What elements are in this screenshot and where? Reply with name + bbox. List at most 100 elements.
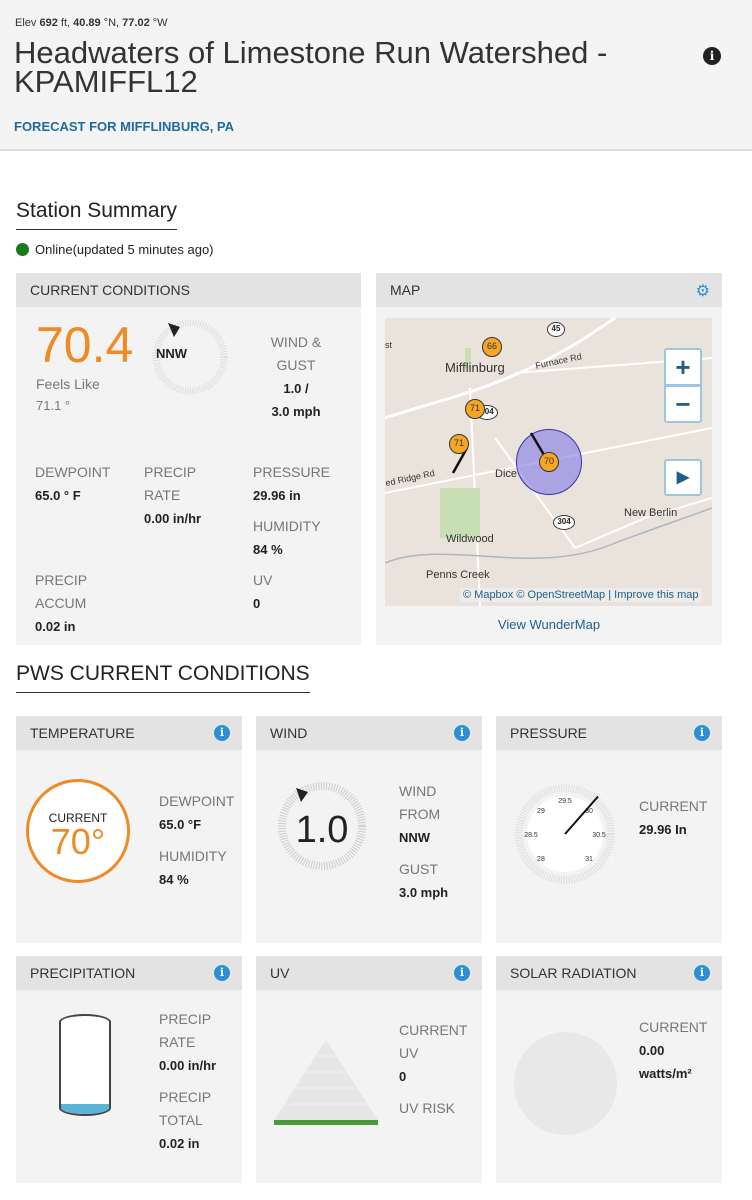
dewpoint-value: 65.0 °F [159,817,202,832]
pressure-tick-label: 29 [537,808,545,815]
wind-from-label: WIND [399,783,437,799]
play-button[interactable]: ▶ [664,459,702,496]
info-icon[interactable]: i [454,965,470,981]
current-label: CURRENT [639,798,708,814]
uv-current-label: CURRENT [399,1022,468,1038]
status-text: Online(updated 5 minutes ago) [35,242,214,257]
wind-gust-block: WIND & GUST 1.0 / 3.0 mph [256,331,336,423]
wind-direction: NNW [156,346,188,361]
feels-like-label: Feels Like [36,376,100,392]
map-label-new-berlin: New Berlin [624,507,678,519]
card-header: WIND [256,716,482,750]
temperature-card: TEMPERATURE i CURRENT 70° DEWPOINT 65.0 °F… [16,716,242,943]
station-pin[interactable]: 66 [482,337,502,357]
info-icon[interactable]: i [694,965,710,981]
pressure-needle [564,795,599,835]
wind-from-label-2: FROM [399,806,441,822]
zoom-in-button[interactable]: + [664,348,702,386]
map-attribution[interactable]: © Mapbox © OpenStreetMap | Improve this … [460,588,702,602]
station-pin[interactable]: 71 [465,399,485,419]
map-label-dice: Dice [495,468,518,480]
uv-value: 0 [253,596,261,611]
pressure-card: PRESSURE i 28 28.5 29 29.5 30 30.5 31 CURRENT 29… [496,716,722,943]
pressure-label: PRESSURE [253,464,331,480]
info-icon[interactable]: i [703,47,721,65]
pressure-tick-label: 30.5 [592,832,606,839]
current-label: CURRENT [48,811,108,825]
wind-speed: 1.0 [295,809,349,851]
pressure-tick-label: 30 [585,808,593,815]
map-panel: MAP ⚙ Mifflinburg Furnace Rd ed Ridge Rd… [376,273,722,645]
current-temp: 70.4 [36,317,134,373]
pressure-tick-label: 31 [585,856,593,863]
route-shield: 304 [553,515,575,530]
solar-unit: watts/m² [639,1066,692,1081]
wind-value: 1.0 / [283,381,309,396]
gust-label: GUST [276,357,316,373]
pressure-block: PRESSURE 29.96 in HUMIDITY 84 % [253,461,330,561]
info-icon[interactable]: i [454,725,470,741]
map-view[interactable]: Mifflinburg Furnace Rd ed Ridge Rd Dice … [385,318,712,606]
zoom-out-button[interactable]: − [664,385,702,423]
uv-pyramid-icon [274,1040,378,1125]
gear-icon[interactable]: ⚙ [695,283,710,300]
pws-heading: PWS CURRENT CONDITIONS [16,662,310,693]
humidity-value: 84 % [253,542,283,557]
card-header: PRESSURE [496,716,722,750]
precip-total-value: 0.02 in [159,1136,200,1151]
info-icon[interactable]: i [694,725,710,741]
pressure-value: 29.96 in [253,488,301,503]
precip-accum-label: PRECIP [35,572,88,588]
temperature-gauge: CURRENT 70° [26,779,130,883]
wind-compass-icon [152,319,228,395]
solar-current-label: CURRENT [639,1019,708,1035]
gust-value: 3.0 mph [271,404,321,419]
solar-radiation-card: SOLAR RADIATION i CURRENT 0.00 watts/m² [496,956,722,1183]
uv-risk-label: UV RISK [399,1100,456,1116]
uv-card: UV i CURRENT UV 0 UV RISK [256,956,482,1183]
dewpoint-label: DEWPOINT [159,793,235,809]
precip-rate-block: PRECIP RATE 0.00 in/hr [144,461,201,530]
status-dot-icon [16,243,29,256]
info-icon[interactable]: i [214,725,230,741]
card-header: TEMPERATURE [16,716,242,750]
elevation-coordinates: Elev 692 ft, 40.89 °N, 77.02 °W [15,17,168,29]
map-label-wildwood: Wildwood [446,533,494,545]
pressure-tick-label: 28 [537,856,545,863]
precip-accum-block: PRECIP ACCUM 0.02 in [35,569,87,638]
gust-label: GUST [399,861,438,877]
map-roads [385,318,712,606]
card-header: UV [256,956,482,990]
wind-from-value: NNW [399,830,431,845]
station-pin[interactable]: 70 [539,452,559,472]
pressure-tick-label: 29.5 [558,798,572,805]
precip-rate-label-2: RATE [144,487,181,503]
current-pressure: 29.96 In [639,822,687,837]
solar-gauge [514,1032,617,1135]
rain-gauge-icon [59,1014,111,1116]
precip-accum-value: 0.02 in [35,619,76,634]
info-icon[interactable]: i [214,965,230,981]
precip-total-label: PRECIP [159,1089,212,1105]
precip-rate-label: PRECIP [144,464,197,480]
wind-compass-icon [278,782,366,870]
wind-card: WIND i 1.0 WIND FROM NNW GUST 3.0 mph [256,716,482,943]
humidity-label: HUMIDITY [253,518,321,534]
pressure-tick-label: 28.5 [524,832,538,839]
station-pin[interactable]: 71 [449,434,469,454]
feels-like-value: 71.1 ° [36,398,71,413]
map-label-edge: st [385,340,393,350]
map-label-mifflinburg: Mifflinburg [445,360,505,375]
view-wundermap-link[interactable]: View WunderMap [497,617,601,632]
station-title: Headwaters of Limestone Run Watershed - … [14,35,608,99]
station-summary-heading: Station Summary [16,199,178,230]
precipitation-card: PRECIPITATION i PRECIP RATE 0.00 in/hr PREC… [16,956,242,1183]
map-label-penns-creek: Penns Creek [426,569,490,581]
route-shield: 45 [547,322,565,337]
gust-value: 3.0 mph [399,885,449,900]
station-header [0,0,752,151]
forecast-link[interactable]: FORECAST FOR MIFFLINBURG, PA [14,119,235,134]
precip-rate-label-2: RATE [159,1034,196,1050]
dewpoint-value: 65.0 ° F [35,488,81,503]
dewpoint-block: DEWPOINT 65.0 ° F [35,461,110,507]
